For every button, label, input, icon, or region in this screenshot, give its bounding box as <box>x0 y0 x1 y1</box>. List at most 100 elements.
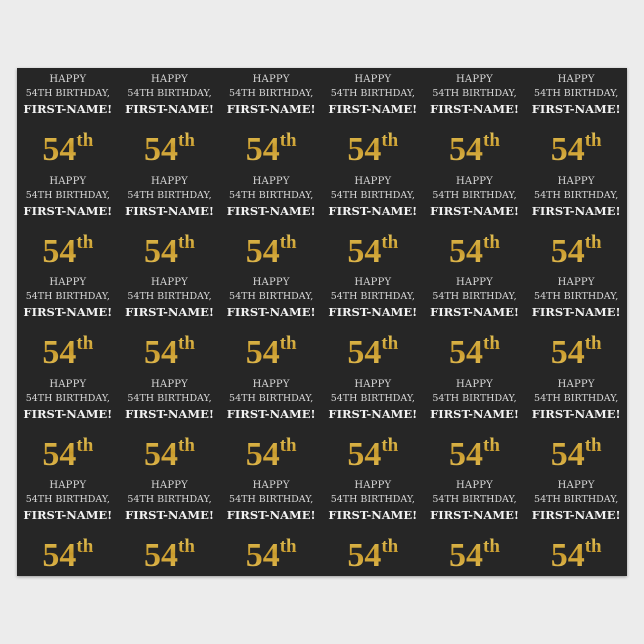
age-suffix: th <box>279 536 297 558</box>
age-suffix: th <box>483 434 500 456</box>
age-suffix: th <box>381 130 399 151</box>
age-number: 54th <box>17 327 119 370</box>
age-suffix: th <box>584 333 602 355</box>
age-number: 54th <box>322 327 424 370</box>
pattern-tile: HAPPY 54TH BIRTHDAY, FIRST-NAME! 54th <box>220 373 322 475</box>
greeting-birthday: 54TH BIRTHDAY, <box>127 392 212 404</box>
greeting-happy: HAPPY <box>557 74 595 85</box>
age-digits: 54 <box>245 537 280 575</box>
greeting-happy: HAPPY <box>354 378 392 390</box>
age-number: 54th <box>119 429 221 472</box>
age-digits: 54 <box>550 334 585 372</box>
age-digits: 54 <box>144 131 179 168</box>
age-suffix: th <box>584 536 602 558</box>
age-suffix: th <box>178 231 195 253</box>
greeting-name: FIRST-NAME! <box>226 203 316 218</box>
pattern-tile: HAPPY 54TH BIRTHDAY, FIRST-NAME! 54th <box>220 68 322 170</box>
age-suffix: th <box>483 231 500 253</box>
greeting-name: FIRST-NAME! <box>125 102 214 116</box>
greeting-birthday: 54TH BIRTHDAY, <box>25 189 110 201</box>
age-number: 54th <box>322 226 424 269</box>
greeting-happy: HAPPY <box>49 175 87 187</box>
greeting-birthday: 54TH BIRTHDAY, <box>432 392 517 404</box>
greeting-birthday: 54TH BIRTHDAY, <box>25 291 110 303</box>
age-digits: 54 <box>144 334 179 372</box>
age-digits: 54 <box>347 537 382 575</box>
age-digits: 54 <box>42 334 77 372</box>
greeting-name: FIRST-NAME! <box>226 305 316 320</box>
age-digits: 54 <box>550 435 585 473</box>
age-digits: 54 <box>449 334 484 372</box>
age-digits: 54 <box>347 435 382 473</box>
greeting-name: FIRST-NAME! <box>125 508 214 523</box>
greeting-happy: HAPPY <box>252 277 290 289</box>
age-number: 54th <box>220 530 322 573</box>
age-suffix: th <box>76 231 94 253</box>
greeting-birthday: 54TH BIRTHDAY, <box>534 291 619 303</box>
greeting-happy: HAPPY <box>557 277 595 289</box>
age-digits: 54 <box>550 537 585 575</box>
pattern-tile: HAPPY 54TH BIRTHDAY, FIRST-NAME! 54th <box>424 170 526 272</box>
age-digits: 54 <box>245 435 280 473</box>
age-number: 54th <box>322 124 424 167</box>
age-number: 54th <box>525 226 627 269</box>
pattern-tile: HAPPY 54TH BIRTHDAY, FIRST-NAME! 54th <box>17 68 119 170</box>
age-suffix: th <box>76 536 94 558</box>
pattern-tile: HAPPY 54TH BIRTHDAY, FIRST-NAME! 54th <box>119 474 221 576</box>
age-suffix: th <box>381 434 399 456</box>
greeting-happy: HAPPY <box>252 480 290 492</box>
greeting-name: FIRST-NAME! <box>328 203 418 218</box>
age-suffix: th <box>584 434 602 456</box>
greeting-birthday: 54TH BIRTHDAY, <box>330 392 415 404</box>
age-number: 54th <box>119 124 221 167</box>
greeting-name: FIRST-NAME! <box>531 305 621 320</box>
greeting-birthday: 54TH BIRTHDAY, <box>330 88 415 99</box>
age-suffix: th <box>76 130 94 151</box>
age-digits: 54 <box>449 232 484 270</box>
age-suffix: th <box>178 434 195 456</box>
age-digits: 54 <box>347 232 382 270</box>
age-digits: 54 <box>347 334 382 372</box>
pattern-tile: HAPPY 54TH BIRTHDAY, FIRST-NAME! 54th <box>17 474 119 576</box>
greeting-birthday: 54TH BIRTHDAY, <box>330 494 415 506</box>
age-digits: 54 <box>245 131 280 168</box>
age-number: 54th <box>220 124 322 167</box>
age-suffix: th <box>178 130 195 151</box>
greeting-name: FIRST-NAME! <box>531 406 621 421</box>
age-number: 54th <box>424 530 526 573</box>
greeting-birthday: 54TH BIRTHDAY, <box>432 189 517 201</box>
age-digits: 54 <box>144 435 179 473</box>
age-number: 54th <box>322 429 424 472</box>
age-number: 54th <box>424 226 526 269</box>
age-suffix: th <box>178 536 195 558</box>
age-suffix: th <box>279 434 297 456</box>
age-number: 54th <box>17 429 119 472</box>
greeting-name: FIRST-NAME! <box>328 406 418 421</box>
greeting-name: FIRST-NAME! <box>226 102 316 116</box>
greeting-name: FIRST-NAME! <box>430 102 519 116</box>
age-suffix: th <box>279 231 297 253</box>
greeting-name: FIRST-NAME! <box>430 406 519 421</box>
pattern-tile: HAPPY 54TH BIRTHDAY, FIRST-NAME! 54th <box>220 474 322 576</box>
age-digits: 54 <box>42 232 77 270</box>
greeting-happy: HAPPY <box>252 378 290 390</box>
age-number: 54th <box>424 429 526 472</box>
age-digits: 54 <box>449 537 484 575</box>
greeting-birthday: 54TH BIRTHDAY, <box>229 291 314 303</box>
pattern-tile: HAPPY 54TH BIRTHDAY, FIRST-NAME! 54th <box>525 68 627 170</box>
age-digits: 54 <box>42 435 77 473</box>
greeting-birthday: 54TH BIRTHDAY, <box>432 88 517 99</box>
greeting-name: FIRST-NAME! <box>125 203 214 218</box>
greeting-birthday: 54TH BIRTHDAY, <box>534 88 619 99</box>
age-suffix: th <box>483 130 500 151</box>
age-digits: 54 <box>42 537 77 575</box>
pattern-tile: HAPPY 54TH BIRTHDAY, FIRST-NAME! 54th <box>322 170 424 272</box>
age-suffix: th <box>381 231 399 253</box>
greeting-happy: HAPPY <box>455 480 493 492</box>
greeting-happy: HAPPY <box>49 277 87 289</box>
greeting-happy: HAPPY <box>455 378 493 390</box>
greeting-name: FIRST-NAME! <box>23 102 113 116</box>
age-number: 54th <box>17 124 119 167</box>
age-number: 54th <box>322 530 424 573</box>
pattern-tile: HAPPY 54TH BIRTHDAY, FIRST-NAME! 54th <box>17 170 119 272</box>
